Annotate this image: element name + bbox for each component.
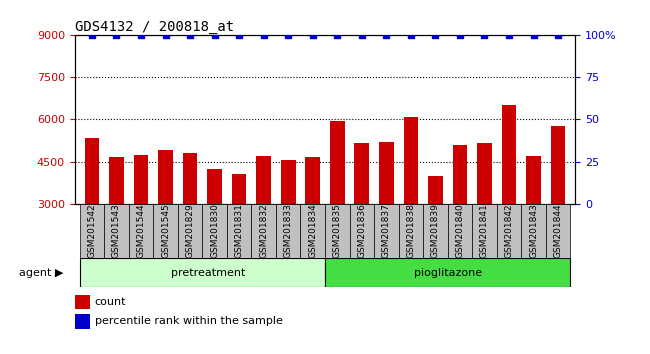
Text: GSM201843: GSM201843: [529, 204, 538, 258]
Bar: [428, 176, 443, 204]
Bar: [477, 143, 492, 204]
Bar: [178, 204, 202, 258]
Text: GSM201836: GSM201836: [358, 204, 367, 258]
Bar: [207, 169, 222, 204]
Bar: [497, 204, 521, 258]
Bar: [104, 204, 129, 258]
Bar: [551, 126, 566, 204]
Bar: [256, 156, 271, 204]
Bar: [526, 156, 541, 204]
Bar: [502, 105, 516, 204]
Bar: [398, 204, 423, 258]
Bar: [109, 157, 124, 204]
Text: GSM201545: GSM201545: [161, 204, 170, 258]
Bar: [521, 204, 546, 258]
Text: GSM201832: GSM201832: [259, 204, 268, 258]
Text: GSM201833: GSM201833: [283, 204, 292, 258]
Text: GSM201842: GSM201842: [504, 204, 514, 258]
Text: GSM201542: GSM201542: [87, 204, 96, 258]
Bar: [84, 138, 99, 204]
Bar: [153, 204, 178, 258]
Text: GSM201841: GSM201841: [480, 204, 489, 258]
Bar: [129, 204, 153, 258]
Bar: [350, 204, 374, 258]
Bar: [281, 160, 296, 204]
Bar: [448, 204, 472, 258]
Bar: [134, 154, 148, 204]
Text: GSM201837: GSM201837: [382, 204, 391, 258]
Text: GSM201839: GSM201839: [431, 204, 440, 258]
Text: agent ▶: agent ▶: [19, 268, 64, 278]
Text: GSM201840: GSM201840: [456, 204, 465, 258]
Text: GSM201844: GSM201844: [554, 204, 563, 258]
Bar: [354, 143, 369, 204]
Bar: [80, 258, 325, 287]
Bar: [202, 204, 227, 258]
Bar: [330, 121, 344, 204]
Bar: [472, 204, 497, 258]
Text: pioglitazone: pioglitazone: [413, 268, 482, 278]
Bar: [276, 204, 300, 258]
Bar: [325, 258, 570, 287]
Bar: [404, 117, 418, 204]
Bar: [75, 314, 90, 329]
Text: GSM201543: GSM201543: [112, 204, 121, 258]
Bar: [306, 157, 320, 204]
Text: percentile rank within the sample: percentile rank within the sample: [95, 316, 283, 326]
Bar: [227, 204, 252, 258]
Bar: [183, 153, 198, 204]
Bar: [452, 145, 467, 204]
Bar: [546, 204, 570, 258]
Bar: [423, 204, 448, 258]
Bar: [232, 174, 246, 204]
Text: pretreatment: pretreatment: [171, 268, 246, 278]
Text: count: count: [95, 297, 126, 307]
Bar: [379, 142, 394, 204]
Text: GDS4132 / 200818_at: GDS4132 / 200818_at: [75, 21, 234, 34]
Text: GSM201838: GSM201838: [406, 204, 415, 258]
Bar: [80, 204, 104, 258]
Text: GSM201831: GSM201831: [235, 204, 244, 258]
Text: GSM201829: GSM201829: [185, 204, 194, 258]
Text: GSM201834: GSM201834: [308, 204, 317, 258]
Bar: [325, 204, 350, 258]
Bar: [158, 150, 173, 204]
Text: GSM201544: GSM201544: [136, 204, 146, 258]
Bar: [300, 204, 325, 258]
Bar: [252, 204, 276, 258]
Text: GSM201830: GSM201830: [210, 204, 219, 258]
Bar: [374, 204, 398, 258]
Bar: [75, 295, 90, 309]
Text: GSM201835: GSM201835: [333, 204, 342, 258]
